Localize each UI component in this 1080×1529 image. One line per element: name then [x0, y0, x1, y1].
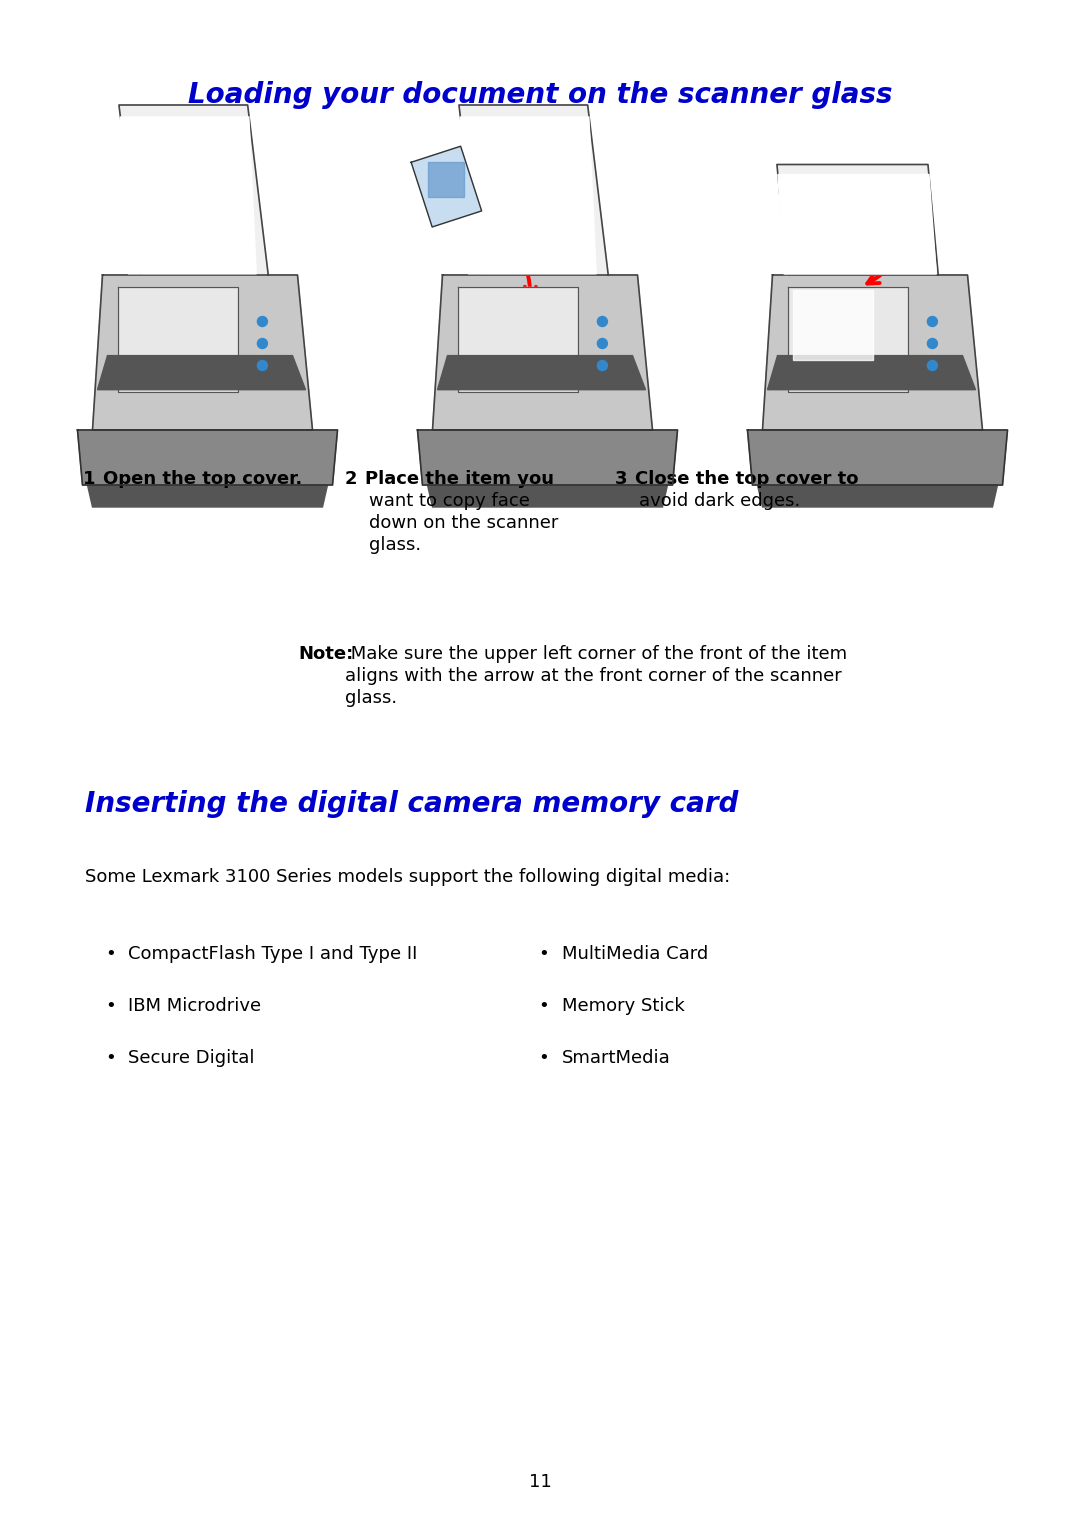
Text: IBM Microdrive: IBM Microdrive: [129, 997, 261, 1015]
Text: avoid dark edges.: avoid dark edges.: [639, 492, 800, 511]
Text: SmartMedia: SmartMedia: [562, 1049, 671, 1067]
Polygon shape: [87, 485, 327, 508]
Circle shape: [257, 361, 268, 370]
Polygon shape: [120, 118, 256, 274]
Circle shape: [257, 338, 268, 349]
Polygon shape: [437, 356, 646, 390]
Text: Place the item you: Place the item you: [365, 469, 554, 488]
Polygon shape: [118, 287, 239, 393]
Text: Loading your document on the scanner glass: Loading your document on the scanner gla…: [188, 81, 892, 109]
Text: Inserting the digital camera memory card: Inserting the digital camera memory card: [85, 790, 739, 818]
Text: glass.: glass.: [345, 690, 397, 706]
Text: •: •: [538, 945, 549, 963]
Circle shape: [928, 361, 937, 370]
Polygon shape: [429, 162, 464, 197]
Text: CompactFlash Type I and Type II: CompactFlash Type I and Type II: [129, 945, 417, 963]
Circle shape: [928, 317, 937, 327]
Text: aligns with the arrow at the front corner of the scanner: aligns with the arrow at the front corne…: [345, 667, 841, 685]
Text: Secure Digital: Secure Digital: [129, 1049, 255, 1067]
Polygon shape: [418, 430, 677, 485]
Text: •: •: [105, 997, 116, 1015]
Text: 3: 3: [615, 469, 627, 488]
Polygon shape: [460, 118, 596, 274]
Polygon shape: [411, 147, 482, 226]
Polygon shape: [777, 165, 939, 275]
Polygon shape: [93, 275, 312, 430]
Circle shape: [597, 317, 607, 327]
Circle shape: [597, 338, 607, 349]
Polygon shape: [119, 106, 268, 275]
Text: Memory Stick: Memory Stick: [562, 997, 685, 1015]
Text: Close the top cover to: Close the top cover to: [635, 469, 859, 488]
Text: 1: 1: [83, 469, 95, 488]
Text: •: •: [105, 1049, 116, 1067]
Text: down on the scanner: down on the scanner: [369, 514, 558, 532]
Polygon shape: [768, 356, 975, 390]
Polygon shape: [458, 287, 579, 393]
Text: Open the top cover.: Open the top cover.: [103, 469, 302, 488]
Text: MultiMedia Card: MultiMedia Card: [562, 945, 708, 963]
Polygon shape: [778, 174, 936, 274]
Circle shape: [257, 317, 268, 327]
Polygon shape: [432, 275, 652, 430]
Polygon shape: [459, 106, 608, 275]
Circle shape: [928, 338, 937, 349]
Text: 2: 2: [345, 469, 357, 488]
Polygon shape: [793, 291, 873, 359]
Polygon shape: [78, 430, 337, 485]
Text: Note:: Note:: [298, 645, 353, 664]
Text: glass.: glass.: [369, 537, 421, 553]
Text: •: •: [538, 1049, 549, 1067]
Text: Some Lexmark 3100 Series models support the following digital media:: Some Lexmark 3100 Series models support …: [85, 868, 730, 885]
Circle shape: [597, 361, 607, 370]
Text: •: •: [538, 997, 549, 1015]
Polygon shape: [747, 430, 1008, 485]
Polygon shape: [757, 485, 998, 508]
Polygon shape: [97, 356, 306, 390]
Text: 11: 11: [528, 1472, 552, 1491]
Text: want to copy face: want to copy face: [369, 492, 530, 511]
Polygon shape: [787, 287, 908, 393]
Polygon shape: [428, 485, 667, 508]
Text: •: •: [105, 945, 116, 963]
Text: Make sure the upper left corner of the front of the item: Make sure the upper left corner of the f…: [345, 645, 847, 664]
Polygon shape: [762, 275, 983, 430]
